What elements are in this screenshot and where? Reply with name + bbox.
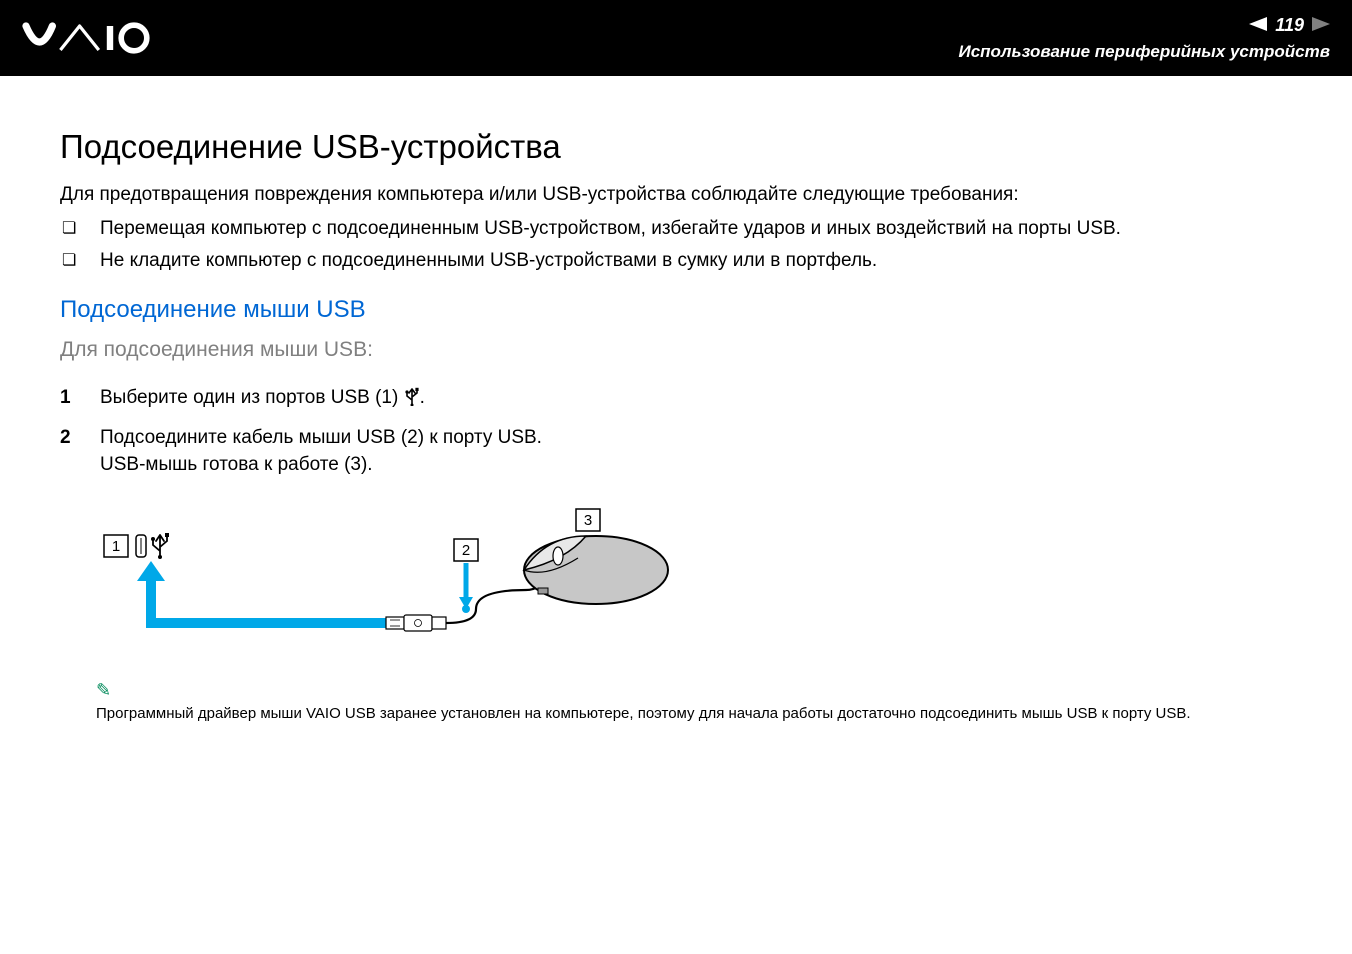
svg-text:2: 2 — [462, 542, 470, 559]
prev-page-arrow-icon[interactable] — [1249, 12, 1267, 39]
step-number: 1 — [60, 384, 71, 412]
note-block: ✎ Программный драйвер мыши VAIO USB зара… — [60, 680, 1292, 722]
page-nav: 119 — [958, 12, 1330, 39]
step-text: Подсоедините кабель мыши USB (2) к порту… — [100, 427, 542, 476]
step-item: 1 Выберите один из портов USB (1) . — [60, 384, 1292, 412]
step-number: 2 — [60, 424, 71, 452]
list-item: Не кладите компьютер с подсоединенными U… — [60, 250, 1292, 272]
header-right: 119 Использование периферийных устройств — [958, 12, 1330, 65]
steps-list: 1 Выберите один из портов USB (1) . 2 По… — [60, 384, 1292, 479]
list-item: Перемещая компьютер с подсоединенным USB… — [60, 218, 1292, 240]
page-header: 119 Использование периферийных устройств — [0, 0, 1352, 76]
bullet-list: Перемещая компьютер с подсоединенным USB… — [60, 218, 1292, 272]
note-text: Программный драйвер мыши VAIO USB заране… — [96, 705, 1292, 722]
connection-diagram: 1 2 3 — [60, 505, 1292, 660]
note-icon: ✎ — [96, 680, 111, 700]
section-subtitle: Для подсоединения мыши USB: — [60, 338, 1292, 362]
intro-text: Для предотвращения повреждения компьютер… — [60, 184, 1292, 206]
page-content: Подсоединение USB-устройства Для предотв… — [0, 76, 1352, 722]
vaio-logo — [22, 15, 182, 61]
step-text: Выберите один из портов USB (1) — [100, 387, 404, 408]
svg-text:3: 3 — [584, 512, 592, 529]
header-subtitle: Использование периферийных устройств — [958, 39, 1330, 65]
page-title: Подсоединение USB-устройства — [60, 128, 1292, 166]
svg-text:1: 1 — [112, 538, 120, 555]
step-item: 2 Подсоедините кабель мыши USB (2) к пор… — [60, 424, 1292, 479]
step-text-end: . — [420, 387, 425, 408]
page-number: 119 — [1275, 12, 1304, 39]
next-page-arrow-icon[interactable] — [1312, 12, 1330, 39]
usb-icon — [404, 386, 420, 406]
section-title: Подсоединение мыши USB — [60, 296, 1292, 324]
